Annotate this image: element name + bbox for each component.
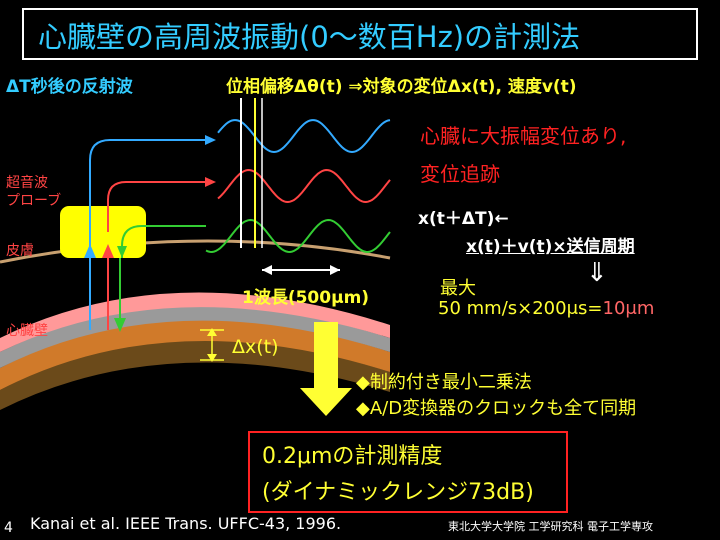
result-dynamic-range: (ダイナミックレンジ73dB) — [262, 480, 534, 505]
red-beam-arrow — [205, 177, 216, 187]
bullet-ad-sync: ◆A/D変換器のクロックも全て同期 — [356, 398, 637, 419]
heart-wall-outer-dark — [0, 340, 390, 410]
probe-icon — [60, 206, 146, 258]
down-arrow-icon: ⇓ — [586, 258, 608, 288]
calc-prefix: 50 mm/s×200μs= — [438, 298, 603, 319]
label-probe-line1: 超音波 — [6, 175, 48, 191]
label-wavelength: 1波長(500μm) — [242, 288, 370, 308]
result-accuracy: 0.2μmの計測精度 — [262, 444, 443, 469]
red-beam — [107, 181, 205, 232]
label-displacement: Δx(t) — [232, 336, 279, 358]
equation-line-2: x(t)＋v(t)×送信周期 — [466, 237, 635, 257]
reference: Kanai et al. IEEE Trans. UFFC-43, 1996. — [30, 514, 342, 533]
wavelength-arrow-left — [262, 265, 272, 275]
blue-beam-arrow — [205, 135, 216, 145]
label-max: 最大 — [440, 278, 476, 299]
wavelength-arrow-right — [330, 265, 340, 275]
green-beam-arrow — [117, 246, 127, 258]
label-skin: 皮膚 — [6, 243, 34, 259]
page-title: 心臓壁の高周波振動(0〜数百Hz)の計測法 — [38, 20, 581, 54]
result-box — [248, 431, 568, 513]
heart-wall-gray — [0, 306, 390, 368]
red-beam-up-arrow — [102, 244, 114, 258]
label-large-displacement: 心臓に大振幅変位あり, — [420, 124, 627, 148]
affiliation: 東北大学大学院 工学研究科 電子工学専攻 — [448, 520, 653, 533]
calculation: 50 mm/s×200μs=10μm — [438, 298, 654, 319]
title-box — [22, 8, 698, 60]
heart-wall-brown — [0, 319, 390, 390]
label-phase-shift: 位相偏移Δθ(t) ⇒対象の変位Δx(t), 速度v(t) — [226, 77, 577, 97]
red-wave — [217, 168, 391, 204]
dx-arrow-head-up — [207, 328, 217, 336]
dx-arrow-head-down — [207, 354, 217, 362]
green-beam — [121, 225, 206, 258]
blue-beam — [89, 139, 205, 258]
label-heart-wall: 心臓壁 — [6, 323, 48, 339]
green-beam-down-arrow — [114, 318, 126, 332]
result-arrow — [300, 322, 352, 416]
blue-wave — [217, 119, 391, 154]
heart-wall-pink — [0, 292, 390, 352]
equation-line-1: x(t＋ΔT)← — [418, 209, 509, 229]
green-wave — [205, 218, 391, 254]
label-tracking: 変位追跡 — [420, 162, 500, 186]
page-number: 4 — [4, 520, 13, 536]
blue-beam-up-arrow — [84, 244, 96, 258]
label-reflected-wave: ΔT秒後の反射波 — [6, 77, 133, 97]
skin-line — [0, 239, 391, 264]
calc-result: 10μm — [602, 298, 655, 319]
label-probe-line2: プローブ — [6, 193, 62, 209]
bullet-least-squares: ◆制約付き最小二乗法 — [356, 372, 532, 393]
